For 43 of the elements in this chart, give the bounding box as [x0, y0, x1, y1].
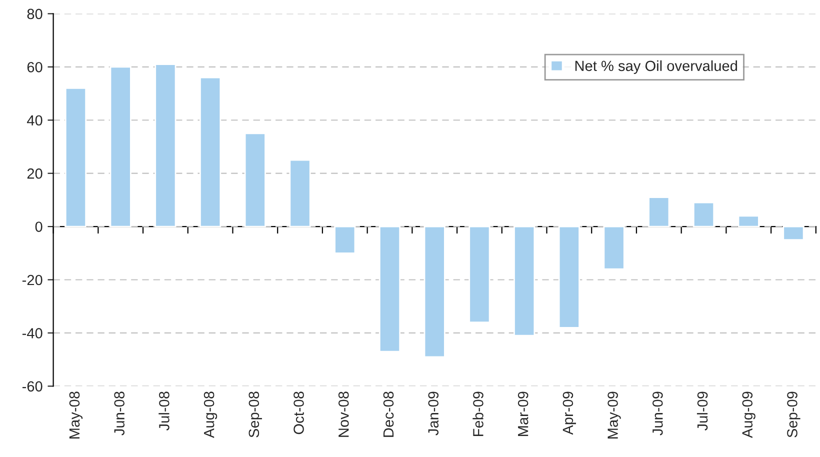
- x-tick-label: Mar-09: [518, 392, 528, 436]
- x-tick-label: Aug-08: [204, 392, 218, 438]
- y-tick-label: 20: [27, 168, 42, 179]
- x-tick-label: Nov-08: [338, 392, 349, 437]
- bar: [334, 226, 356, 254]
- bar: [558, 226, 580, 328]
- x-tick-label: Oct-08: [294, 392, 304, 434]
- bar: [468, 226, 490, 324]
- x-tick-label: May-08: [69, 392, 83, 438]
- bar: [514, 226, 536, 336]
- y-tick-label: 0: [35, 222, 42, 232]
- bar: [738, 215, 760, 228]
- x-tick-label: May-09: [608, 392, 621, 438]
- y-tick-label: 80: [27, 8, 42, 20]
- bar: [648, 196, 670, 228]
- x-tick-label: Jul-09: [696, 392, 708, 431]
- bar: [64, 88, 87, 228]
- x-tick-label: Aug-09: [742, 392, 756, 438]
- y-tick-label: -60: [22, 381, 42, 392]
- x-tick-label: Dec-08: [383, 392, 394, 437]
- y-tick-label: 40: [27, 115, 42, 126]
- y-tick-label: 60: [27, 62, 42, 72]
- bar: [244, 132, 266, 228]
- x-tick-label: Feb-09: [472, 392, 484, 436]
- bar: [424, 226, 446, 358]
- x-tick-label: Jul-08: [158, 392, 170, 431]
- legend-label: Net % say Oil overvalued: [575, 60, 738, 74]
- x-tick-label: Jan-09: [428, 392, 439, 436]
- bar: [110, 66, 132, 228]
- x-tick-label: Sep-08: [248, 392, 262, 438]
- bar: [154, 64, 176, 228]
- bar: [200, 76, 222, 228]
- y-tick-label: -40: [22, 328, 42, 338]
- bar: [603, 226, 625, 270]
- x-tick-label: Sep-09: [787, 392, 800, 438]
- bar: [692, 202, 715, 228]
- bar: [782, 226, 804, 241]
- y-tick-label: -20: [22, 274, 42, 286]
- x-tick-label: Apr-09: [562, 392, 576, 435]
- x-tick-label: Jun-08: [114, 392, 125, 436]
- bar: [289, 159, 311, 228]
- bar: [378, 226, 401, 352]
- x-tick-label: Jun-09: [652, 392, 663, 436]
